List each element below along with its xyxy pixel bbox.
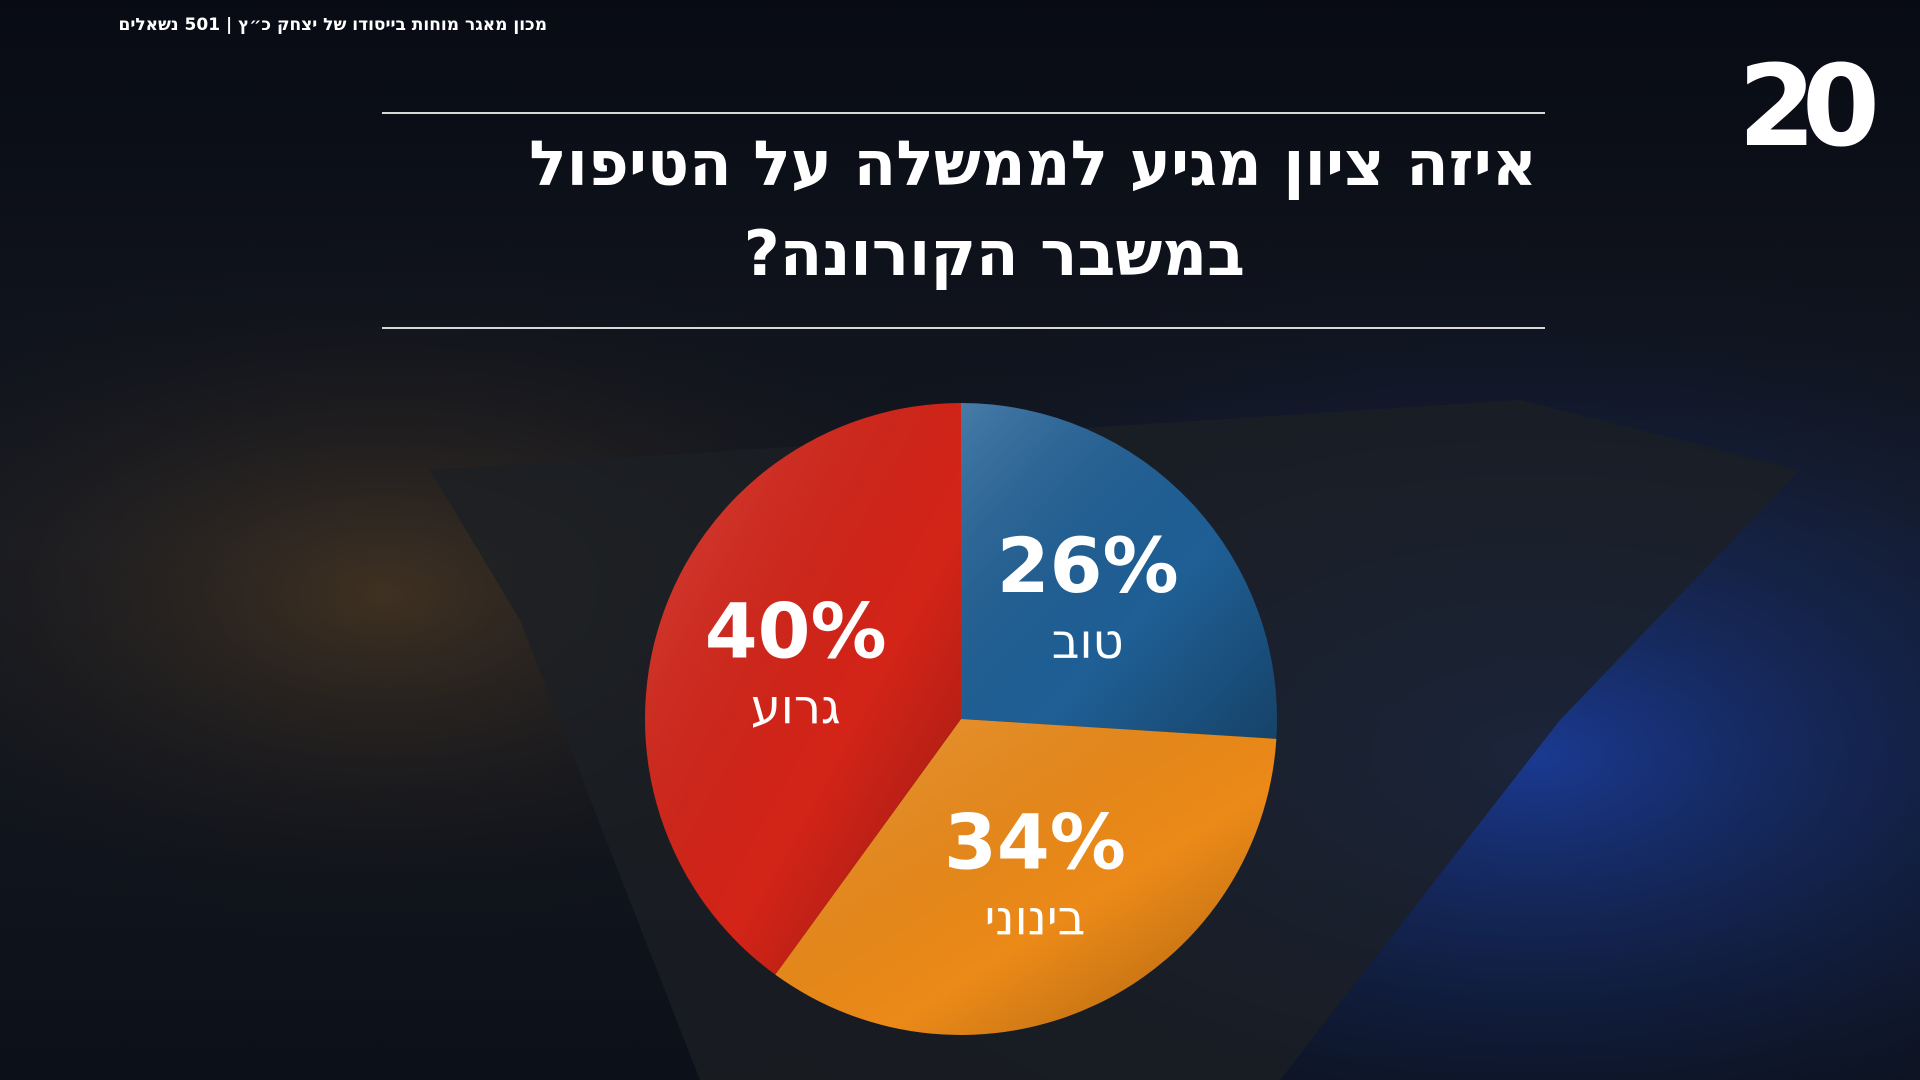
pie: 26%טוב 34%בינוני 40%גרוע [645,403,1277,1035]
value-label: 34% [944,797,1126,886]
chart-title: במשבר הקורונה? [744,217,1245,290]
logo: 20 [1738,42,1875,172]
value-label: 40% [705,586,887,675]
slice-shading [775,719,1277,1035]
category-label: בינוני [985,890,1086,946]
source: מכון מאגר מוחות בייסודו של יצחק כ״ץ | 50… [119,15,547,35]
slice-shading [961,403,1277,739]
chart-title: איזה ציון מגיע לממשלה על הטיפול [529,127,1537,200]
value-label: 26% [997,521,1179,610]
slice-shading [645,403,961,975]
category-label: טוב [1052,614,1124,670]
category-label: גרוע [751,679,841,735]
